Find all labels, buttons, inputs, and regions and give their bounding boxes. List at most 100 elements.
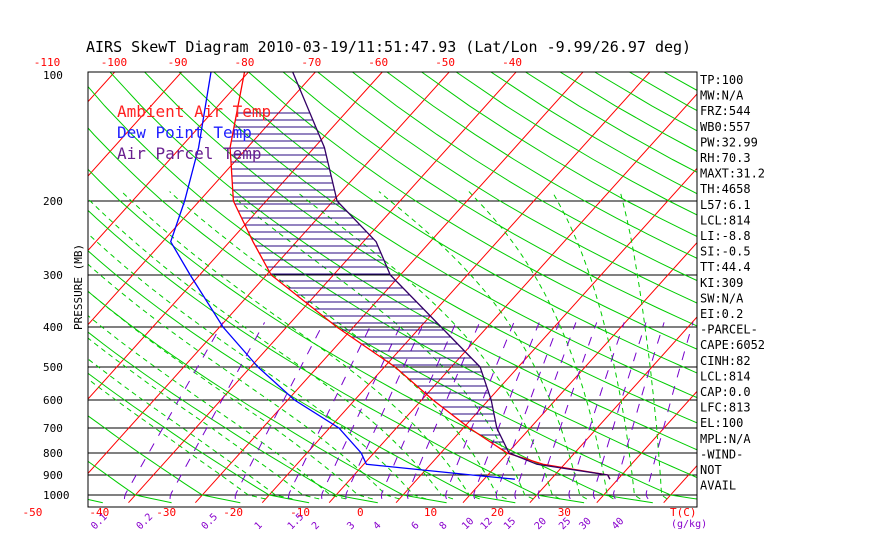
pressure-tick-label: 400 bbox=[43, 321, 63, 334]
moist-adiabat bbox=[88, 198, 454, 500]
top-temp-tick-label: -70 bbox=[301, 56, 321, 69]
index-item: CAPE:6052 bbox=[700, 338, 765, 352]
isotherm bbox=[529, 316, 697, 504]
index-item: TP:100 bbox=[700, 73, 743, 87]
isotherm bbox=[88, 72, 116, 103]
index-item: FRZ:544 bbox=[700, 104, 751, 118]
index-item: TT:44.4 bbox=[700, 260, 751, 274]
dry-adiabat bbox=[317, 72, 697, 304]
chart-title: AIRS SkewT Diagram 2010-03-19/11:51:47.9… bbox=[86, 38, 691, 56]
dry-adiabat bbox=[837, 72, 870, 503]
legend-item: Ambient Air Temp bbox=[117, 102, 271, 121]
index-item: TH:4658 bbox=[700, 182, 751, 196]
isotherm bbox=[88, 72, 250, 252]
top-temp-tick-label: -110 bbox=[34, 56, 61, 69]
dry-adiabat bbox=[88, 250, 516, 504]
dry-adiabat bbox=[803, 72, 870, 503]
mixing-ratio-tick-label: 1 bbox=[253, 520, 265, 532]
mixing-ratio-tick-label: 2 bbox=[310, 520, 322, 532]
moist-adiabat bbox=[88, 358, 293, 500]
moist-adiabat bbox=[88, 263, 400, 500]
mixing-ratio-tick-label: 30 bbox=[577, 516, 593, 532]
index-item: EI:0.2 bbox=[700, 307, 743, 321]
mixing-ratio-tick-label: 4 bbox=[371, 520, 383, 532]
index-item: -PARCEL- bbox=[700, 323, 758, 337]
pressure-tick-label: 700 bbox=[43, 422, 63, 435]
pressure-tick-label: 200 bbox=[43, 195, 63, 208]
dry-adiabat bbox=[352, 72, 697, 282]
dry-adiabat bbox=[88, 372, 310, 504]
mixing-ratio-tick-label: 3 bbox=[345, 520, 357, 532]
mixing-ratio-tick-label: 0.2 bbox=[135, 512, 156, 533]
dry-adiabat bbox=[282, 72, 697, 327]
index-item: CINH:82 bbox=[700, 354, 751, 368]
dry-adiabat bbox=[525, 72, 697, 173]
isotherm bbox=[596, 390, 697, 504]
index-item: LI:-8.8 bbox=[700, 229, 751, 243]
dry-adiabat bbox=[421, 72, 697, 238]
index-item: LCL:814 bbox=[700, 213, 751, 227]
mixing-ratio-line bbox=[321, 322, 403, 499]
index-item: CAP:0.0 bbox=[700, 385, 751, 399]
moist-adiabat bbox=[378, 191, 588, 500]
moist-adiabat bbox=[296, 191, 561, 500]
mixing-ratio-tick-label: 15 bbox=[502, 516, 518, 532]
isotherm bbox=[261, 72, 651, 504]
mixing-ratio-line bbox=[287, 322, 373, 499]
mixing-ratio-tick-label: 0.5 bbox=[200, 512, 221, 533]
isotherm bbox=[328, 93, 697, 504]
isotherm bbox=[731, 63, 870, 502]
top-temp-tick-label: -90 bbox=[168, 56, 188, 69]
bottom-temp-tick-label: -30 bbox=[156, 506, 176, 519]
moist-adiabat bbox=[88, 233, 427, 500]
bottom-temp-tick-label: -10 bbox=[290, 506, 310, 519]
mixing-ratio-tick-label: 20 bbox=[533, 516, 549, 532]
top-temp-tick-label: -100 bbox=[101, 56, 128, 69]
index-item: NOT bbox=[700, 463, 722, 477]
mixing-ratio-line bbox=[345, 322, 425, 499]
dry-adiabat bbox=[88, 209, 585, 504]
isotherm bbox=[797, 63, 870, 502]
moist-adiabat bbox=[468, 191, 614, 500]
index-item: EL:100 bbox=[700, 416, 743, 430]
index-item: MAXT:31.2 bbox=[700, 167, 765, 181]
ambient-temp-line bbox=[229, 72, 611, 480]
index-item: -WIND- bbox=[700, 447, 743, 461]
index-item: SI:-0.5 bbox=[700, 245, 751, 259]
dry-adiabat bbox=[88, 290, 447, 504]
mixing-ratio-tick-label: 8 bbox=[438, 520, 450, 532]
mixing-ratio-line bbox=[123, 322, 224, 499]
dry-adiabat bbox=[248, 72, 697, 350]
dry-adiabat bbox=[88, 498, 103, 504]
dry-adiabat bbox=[178, 72, 697, 399]
bottom-temp-tick-label: -50 bbox=[23, 506, 43, 519]
index-item: WB0:557 bbox=[700, 120, 751, 134]
mixing-ratio-line bbox=[445, 322, 515, 500]
dry-adiabat bbox=[768, 72, 870, 503]
dry-adiabat bbox=[213, 72, 697, 374]
bottom-temp-tick-label: 20 bbox=[491, 506, 504, 519]
isotherm bbox=[0, 63, 55, 502]
bottom-temp-tick-label: -40 bbox=[89, 506, 109, 519]
dry-adiabat bbox=[88, 460, 172, 504]
mixing-ratio-line bbox=[568, 322, 625, 500]
top-temp-tick-label: -40 bbox=[502, 56, 522, 69]
top-temp-tick-label: -50 bbox=[435, 56, 455, 69]
dry-adiabat bbox=[663, 72, 697, 91]
bottom-temp-tick-label: -20 bbox=[223, 506, 243, 519]
dry-adiabat bbox=[88, 415, 241, 504]
mixing-ratio-unit: (g/kg) bbox=[671, 519, 707, 530]
index-item: AVAIL bbox=[700, 479, 736, 493]
mixing-ratio-tick-label: 10 bbox=[460, 516, 476, 532]
dry-adiabat bbox=[88, 168, 653, 504]
mixing-ratio-tick-label: 40 bbox=[610, 516, 626, 532]
isotherm bbox=[88, 72, 183, 177]
pressure-tick-label: 600 bbox=[43, 394, 63, 407]
index-item: MPL:N/A bbox=[700, 432, 751, 446]
index-item: KI:309 bbox=[700, 276, 743, 290]
moist-adiabat bbox=[88, 378, 266, 500]
pressure-tick-label: 800 bbox=[43, 447, 63, 460]
bottom-temp-tick-label: 10 bbox=[424, 506, 437, 519]
index-item: RH:70.3 bbox=[700, 151, 751, 165]
mixing-ratio-line bbox=[234, 322, 325, 499]
